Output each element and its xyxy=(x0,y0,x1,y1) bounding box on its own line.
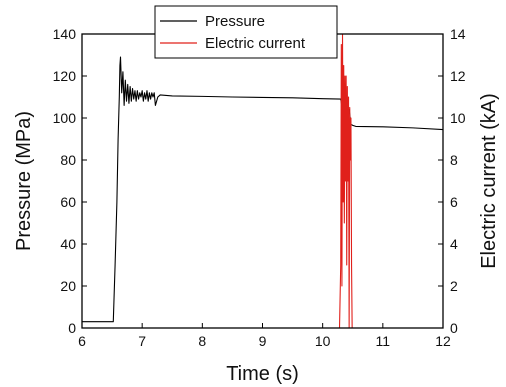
y-right-tick-label: 4 xyxy=(450,236,458,252)
x-tick-label: 8 xyxy=(198,333,206,349)
x-tick-label: 6 xyxy=(78,333,86,349)
legend-box xyxy=(154,5,338,59)
y-right-tick-label: 0 xyxy=(450,320,458,336)
x-axis-title: Time (s) xyxy=(226,363,299,385)
y-right-tick-label: 14 xyxy=(450,26,466,42)
y-left-tick-label: 20 xyxy=(60,278,76,294)
y-left-tick-label: 120 xyxy=(53,68,77,84)
y-left-tick-label: 40 xyxy=(60,236,76,252)
plot-frame xyxy=(81,33,444,329)
x-tick-label: 12 xyxy=(435,333,451,349)
x-tick-label: 10 xyxy=(315,333,331,349)
y-left-tick-label: 60 xyxy=(60,194,76,210)
y-right-tick-label: 12 xyxy=(450,68,466,84)
electric-current-series-line xyxy=(82,33,443,329)
legend-label-pressure: Pressure xyxy=(205,13,265,30)
y-right-tick-label: 2 xyxy=(450,278,458,294)
pressure-series-line xyxy=(82,56,444,323)
x-tick-label: 11 xyxy=(376,333,391,349)
y-right-tick-label: 10 xyxy=(450,110,466,126)
plot-layer xyxy=(82,33,444,329)
y-left-tick-label: 80 xyxy=(60,152,76,168)
y-right-tick-label: 6 xyxy=(450,194,458,210)
legend: Pressure Electric current xyxy=(154,5,338,59)
y-left-tick-label: 0 xyxy=(68,320,76,336)
x-tick-label: 7 xyxy=(138,333,146,349)
y-right-tick-label: 8 xyxy=(450,152,458,168)
y-left-tick-label: 100 xyxy=(53,110,77,126)
y-axis-title-right: Electric current (kA) xyxy=(478,93,500,269)
x-tick-label: 9 xyxy=(259,333,267,349)
y-axis-title-left: Pressure (MPa) xyxy=(13,111,35,251)
legend-label-electric-current: Electric current xyxy=(205,35,306,52)
y-left-tick-label: 140 xyxy=(53,26,77,42)
